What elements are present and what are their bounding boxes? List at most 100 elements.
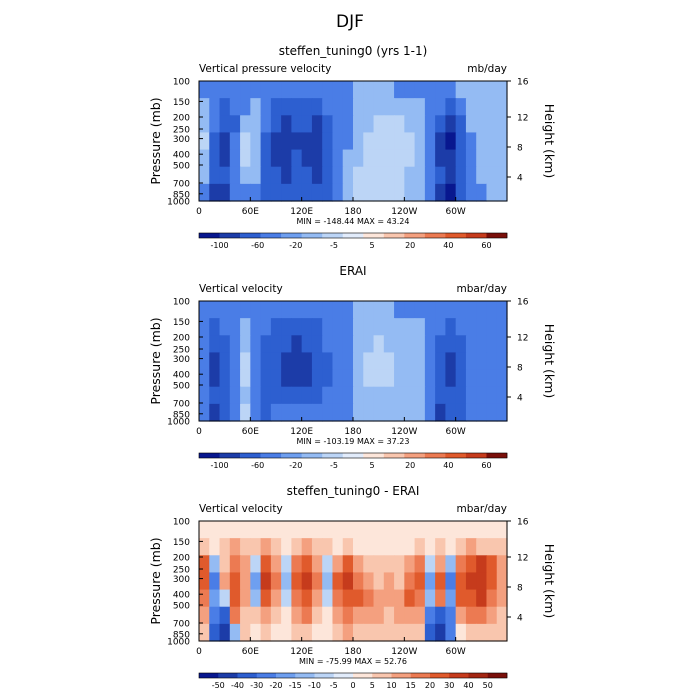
heatmap-cell [465, 166, 477, 185]
heatmap-cell [229, 98, 241, 116]
heatmap-cell [465, 369, 477, 388]
colorbar-label: -5 [330, 461, 338, 470]
heatmap-cell [476, 403, 488, 422]
heatmap-cell [476, 386, 488, 405]
colorbar-swatch [424, 453, 446, 458]
heatmap-cell [291, 98, 303, 116]
heatmap-cell [322, 369, 334, 388]
heatmap-cell [199, 81, 210, 99]
panel-units-label: mbar/day [457, 503, 508, 515]
colorbar-swatch [276, 673, 296, 678]
heatmap-cell [240, 98, 251, 116]
heatmap-cell [414, 132, 426, 151]
heatmap-cell [394, 538, 405, 556]
heatmap-cell [455, 98, 467, 116]
heatmap-cell [404, 98, 416, 116]
heatmap-cell [486, 386, 498, 405]
heatmap-cell [301, 572, 313, 591]
heatmap-cell [496, 149, 508, 168]
heatmap-cell [199, 98, 210, 116]
heatmap-cell [311, 386, 323, 405]
heatmap-cell [455, 81, 467, 99]
heatmap-cell [383, 538, 395, 556]
heatmap-cell [291, 352, 303, 371]
heatmap-cell [240, 386, 251, 405]
heatmap-cell [270, 352, 282, 371]
colorbar: -100 -60 -20 -5 5 20 40 60 [198, 452, 508, 470]
heatmap-cell [301, 538, 313, 556]
height-tick-label: 16 [517, 78, 529, 88]
heatmap-cell [311, 572, 323, 591]
heatmap-cell [291, 132, 303, 151]
heatmap-cell [445, 369, 457, 388]
heatmap-cell [435, 301, 446, 319]
heatmap-cell [373, 572, 385, 591]
pressure-tick-label: 200 [173, 114, 190, 124]
heatmap-cell [353, 301, 364, 319]
panel-1: steffen_tuning0 (yrs 1-1) Vertical pressu… [148, 44, 557, 250]
heatmap-cell [424, 335, 436, 354]
heatmap-cell [270, 115, 282, 134]
heatmap-cell [260, 132, 272, 151]
heatmap-cell [414, 369, 426, 388]
heatmap-cell [199, 538, 210, 556]
heatmap-cell [465, 606, 477, 625]
lon-tick-label: 60E [242, 647, 259, 657]
lon-tick-label: 0 [196, 647, 202, 657]
y-axis-title: Pressure (mb) [148, 537, 163, 624]
heatmap-cell [291, 572, 303, 591]
colorbar-swatch [487, 673, 508, 678]
heatmap-cell [414, 403, 426, 422]
heatmap-cell [486, 335, 498, 354]
heatmap-cell [394, 183, 405, 202]
heatmap-cell [270, 386, 282, 405]
heatmap-cell [229, 555, 241, 574]
heatmap-cell [353, 606, 364, 625]
heatmap-cell [250, 183, 262, 202]
colorbar-swatch [240, 453, 261, 458]
heatmap-cell [219, 335, 231, 354]
colorbar-label: 0 [350, 681, 355, 690]
heatmap-cell [404, 166, 416, 185]
heatmap-cell [199, 183, 210, 202]
colorbar-label: -50 [212, 681, 225, 690]
heatmap-cell [455, 301, 467, 319]
heatmap-cell [486, 589, 498, 608]
heatmap-cell [229, 521, 241, 539]
heatmap-cell [363, 606, 375, 625]
heatmap-cell [260, 166, 272, 185]
heatmap-cell [455, 183, 467, 202]
colorbar-swatch [322, 453, 344, 458]
heatmap-cell [363, 572, 375, 591]
heatmap-cell [342, 98, 354, 116]
heatmap-cell [301, 335, 313, 354]
heatmap-cell [353, 98, 364, 116]
heatmap-cell [301, 183, 313, 202]
heatmap-cell [301, 589, 313, 608]
heatmap-cell [260, 521, 272, 539]
heatmap-cell [445, 81, 457, 99]
heatmap-cell [394, 115, 405, 134]
heatmap-cell [301, 386, 313, 405]
heatmap-cell [373, 352, 385, 371]
heatmap-cell [209, 352, 221, 371]
heatmap-cell [229, 386, 241, 405]
heatmap-cell [260, 149, 272, 168]
heatmap-cell [250, 335, 262, 354]
heatmap-cell [301, 555, 313, 574]
heatmap-cell [322, 166, 334, 185]
heatmap-cell [332, 369, 344, 388]
colorbar-swatch [199, 453, 220, 458]
lon-tick-label: 60E [242, 207, 259, 217]
colorbar-swatch [449, 673, 469, 678]
pressure-tick-label: 250 [173, 126, 190, 136]
heatmap-cell [311, 98, 323, 116]
heatmap-cell [322, 81, 334, 99]
heatmap-cell [373, 403, 385, 422]
heatmap-cell [373, 589, 385, 608]
heatmap-cell [476, 301, 488, 319]
heatmap-cell [311, 81, 323, 99]
heatmap-cell [435, 352, 446, 371]
heatmap-cell [496, 589, 508, 608]
heatmap-cell [209, 606, 221, 625]
